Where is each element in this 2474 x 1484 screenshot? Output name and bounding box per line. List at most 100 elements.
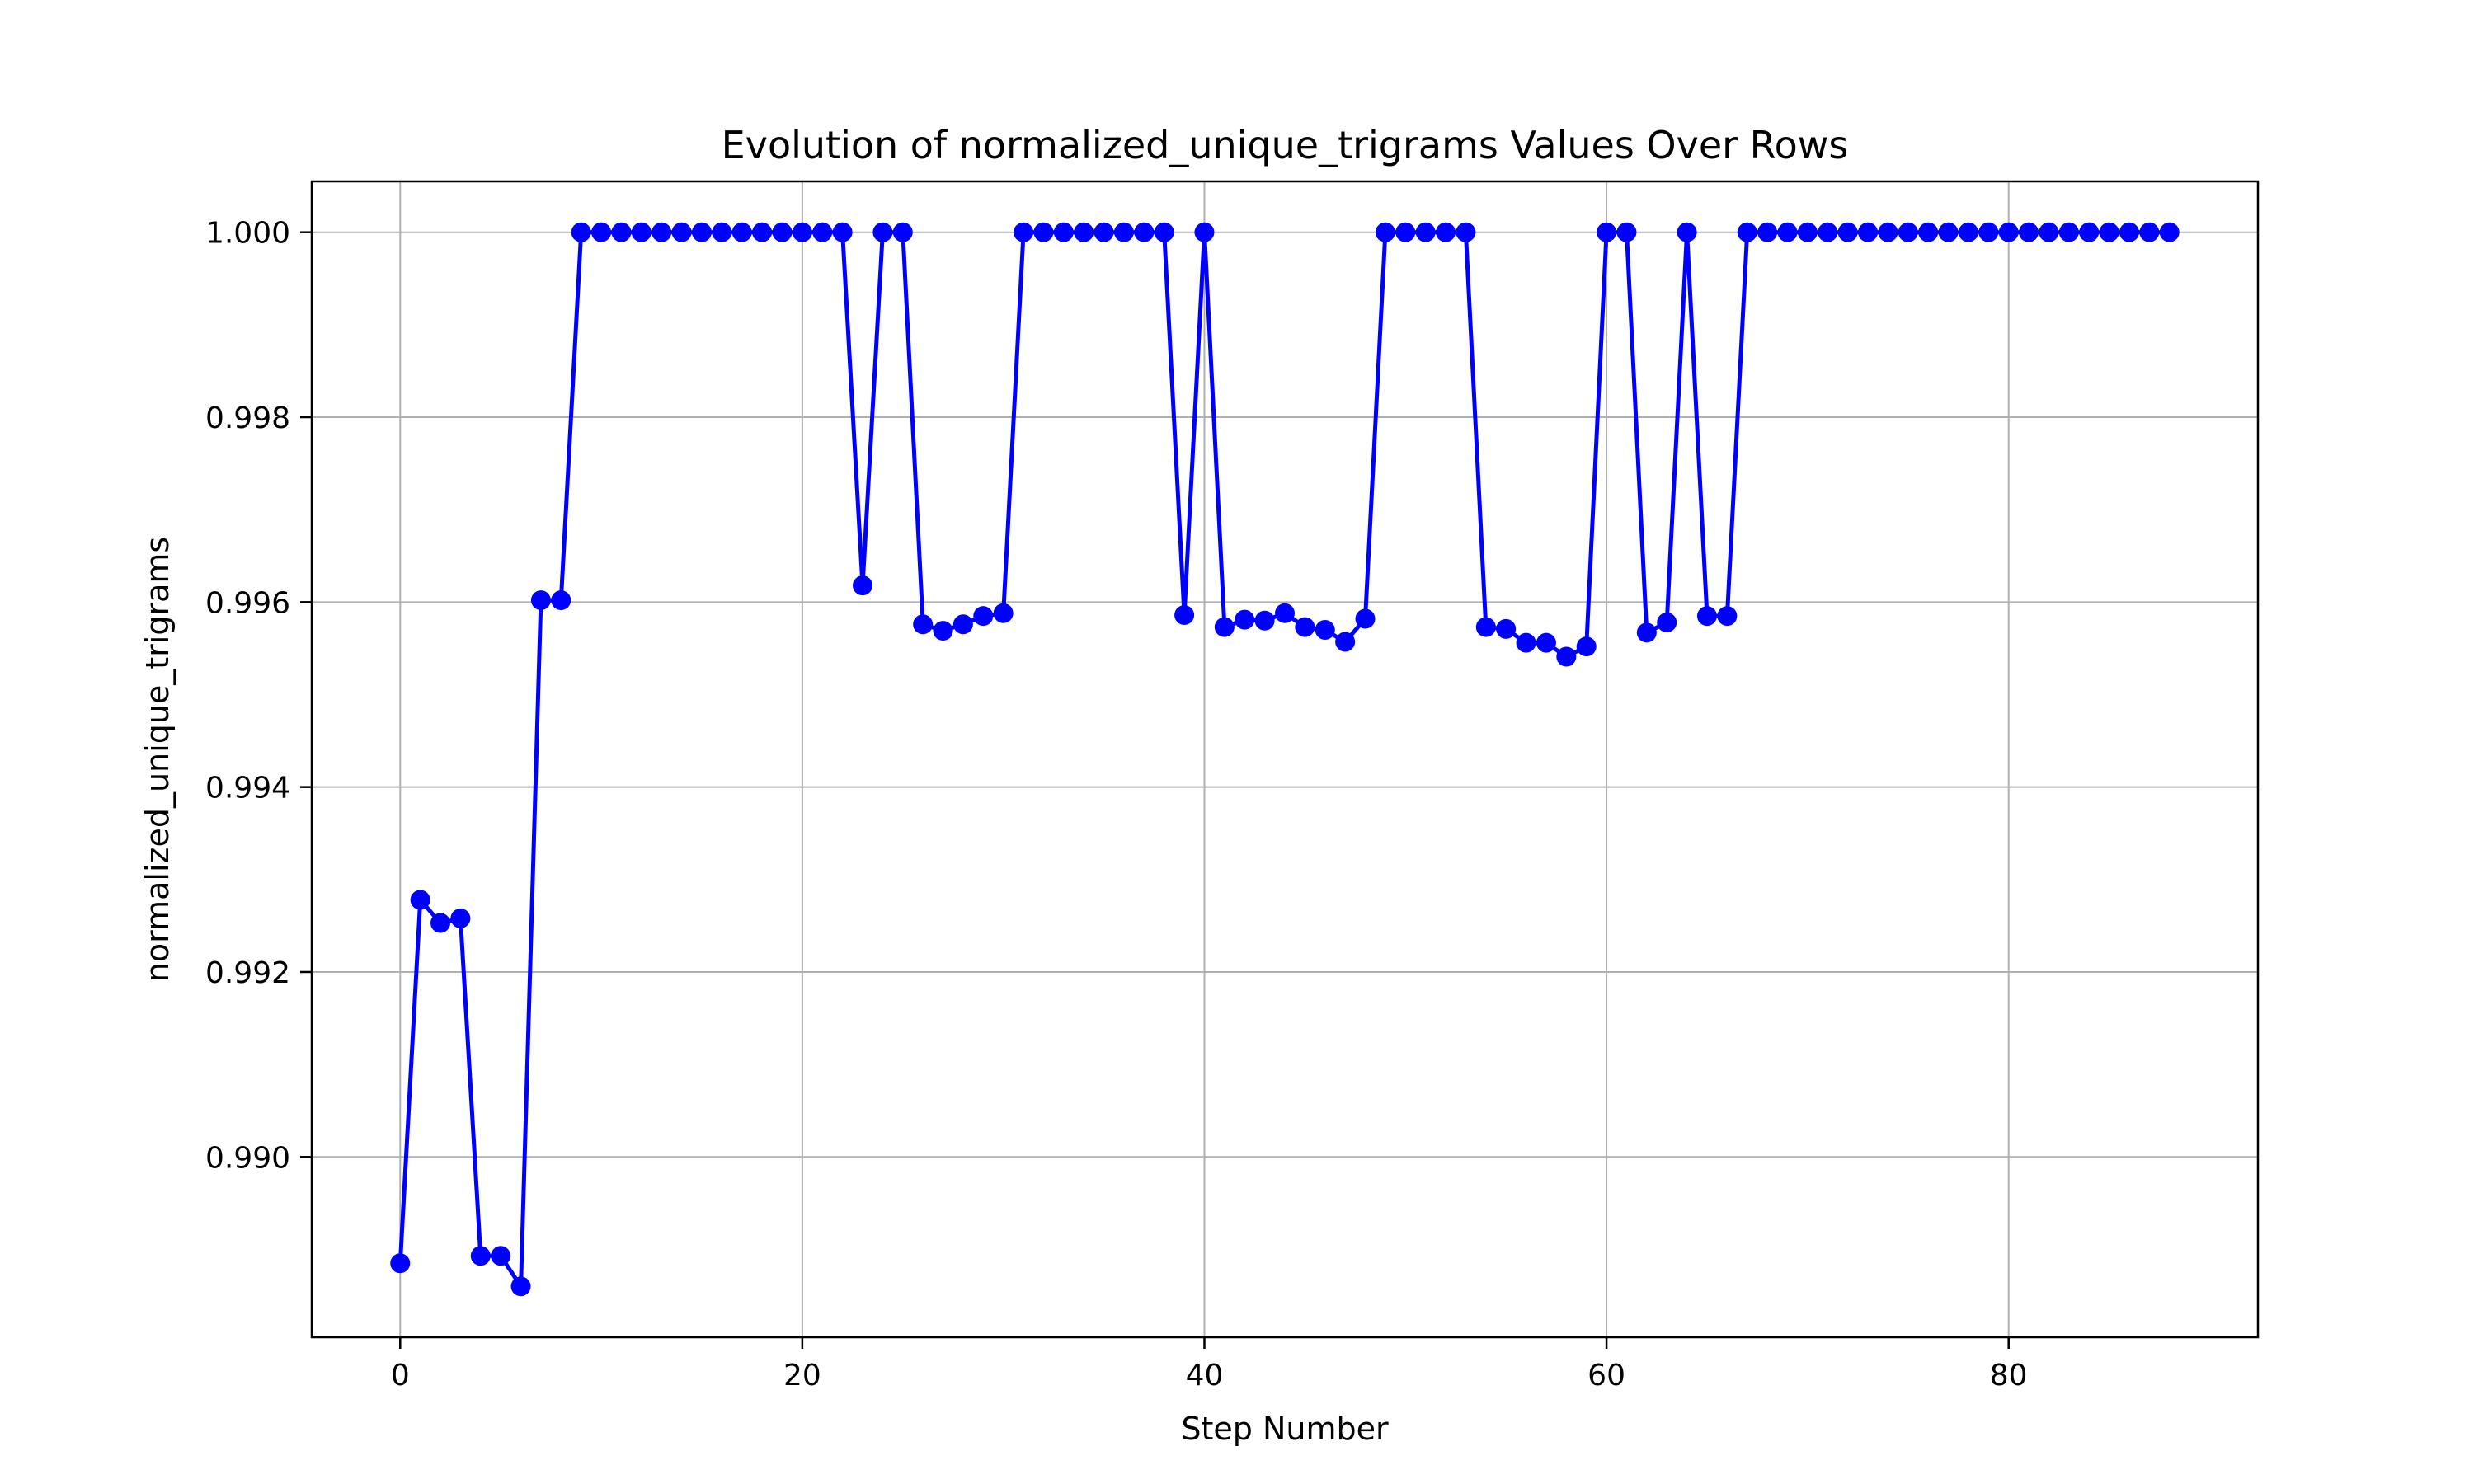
data-point xyxy=(1998,222,2019,242)
data-point xyxy=(1918,222,1939,242)
data-point xyxy=(913,614,934,635)
series-layer xyxy=(390,222,2180,1297)
data-point xyxy=(892,222,913,242)
data-point xyxy=(1597,222,1617,242)
data-point xyxy=(1395,222,1416,242)
x-tick-label: 60 xyxy=(1587,1359,1625,1392)
data-point xyxy=(2119,222,2139,242)
data-point xyxy=(1375,222,1395,242)
data-point xyxy=(1456,222,1476,242)
data-point xyxy=(1275,603,1295,623)
data-point xyxy=(1295,617,1315,637)
data-point xyxy=(1516,632,1536,653)
data-point xyxy=(1717,606,1738,627)
data-point xyxy=(1315,619,1335,640)
data-point xyxy=(1797,222,1818,242)
data-point xyxy=(952,614,973,635)
x-axis-label: Step Number xyxy=(1181,1411,1389,1447)
data-point xyxy=(1415,222,1436,242)
data-point xyxy=(1576,636,1597,657)
x-axis: 0 20 40 60 80 xyxy=(391,1337,2028,1392)
data-point xyxy=(450,908,471,928)
y-axis: 0.990 0.992 0.994 0.996 0.998 1.000 xyxy=(205,217,312,1175)
series-line xyxy=(397,230,2170,1289)
data-point xyxy=(1878,222,1898,242)
data-point xyxy=(752,222,773,242)
data-point xyxy=(1134,222,1155,242)
data-point xyxy=(591,222,612,242)
data-point xyxy=(973,606,994,627)
data-point xyxy=(691,222,712,242)
data-point xyxy=(1475,617,1496,637)
data-point xyxy=(2159,222,2180,242)
data-point xyxy=(1154,222,1174,242)
data-point xyxy=(1194,222,1215,242)
data-point xyxy=(1214,617,1235,637)
data-point xyxy=(792,222,812,242)
data-point xyxy=(651,222,672,242)
data-point xyxy=(772,222,793,242)
data-point xyxy=(1898,222,1918,242)
data-point xyxy=(1636,622,1657,643)
data-point xyxy=(1033,222,1054,242)
data-point xyxy=(1737,222,1757,242)
grid-lines xyxy=(312,181,2258,1337)
data-point xyxy=(1556,646,1577,667)
plot-frame xyxy=(310,180,2260,1339)
data-point xyxy=(853,575,873,596)
data-point xyxy=(872,222,893,242)
y-tick-label: 0.996 xyxy=(205,586,290,620)
y-tick-label: 0.994 xyxy=(205,772,290,805)
data-point xyxy=(1837,222,1858,242)
data-point xyxy=(1696,606,1717,627)
data-point xyxy=(1858,222,1879,242)
data-point xyxy=(1014,222,1034,242)
data-point xyxy=(1938,222,1959,242)
data-point xyxy=(1074,222,1094,242)
data-point xyxy=(2139,222,2160,242)
data-point xyxy=(1094,222,1114,242)
x-tick-label: 80 xyxy=(1990,1359,2028,1392)
data-point xyxy=(551,590,571,611)
data-point xyxy=(933,621,953,641)
data-point xyxy=(571,222,591,242)
data-point xyxy=(712,222,732,242)
data-point xyxy=(491,1246,511,1266)
data-point xyxy=(1174,605,1195,626)
y-axis-label: normalized_unique_trigrams xyxy=(139,537,176,982)
data-point xyxy=(2079,222,2100,242)
data-point xyxy=(510,1276,531,1297)
data-point xyxy=(1677,222,1697,242)
data-point xyxy=(1053,222,1074,242)
data-point xyxy=(1335,632,1356,652)
data-point xyxy=(1536,632,1556,653)
data-point xyxy=(1958,222,1978,242)
data-point xyxy=(1436,222,1456,242)
x-tick-label: 0 xyxy=(391,1359,410,1392)
data-point xyxy=(1355,608,1376,629)
data-point xyxy=(812,222,833,242)
data-point xyxy=(530,590,551,611)
data-point xyxy=(832,222,853,242)
data-point xyxy=(1235,609,1255,630)
y-tick-label: 0.990 xyxy=(205,1141,290,1175)
data-point xyxy=(1777,222,1798,242)
data-point xyxy=(1757,222,1778,242)
data-point xyxy=(1978,222,1999,242)
data-point xyxy=(1657,613,1677,633)
data-point xyxy=(1254,610,1275,631)
data-point xyxy=(1113,222,1134,242)
x-tick-label: 20 xyxy=(783,1359,821,1392)
data-point xyxy=(2019,222,2039,242)
y-tick-label: 1.000 xyxy=(205,217,290,251)
data-point xyxy=(611,222,632,242)
data-point xyxy=(430,913,451,933)
data-point xyxy=(631,222,651,242)
x-tick-label: 40 xyxy=(1186,1359,1224,1392)
data-point xyxy=(1616,222,1637,242)
data-point xyxy=(731,222,752,242)
y-tick-label: 0.992 xyxy=(205,956,290,990)
data-point xyxy=(470,1246,491,1266)
data-point xyxy=(993,603,1014,623)
chart-title: Evolution of normalized_unique_trigrams … xyxy=(722,123,1849,167)
